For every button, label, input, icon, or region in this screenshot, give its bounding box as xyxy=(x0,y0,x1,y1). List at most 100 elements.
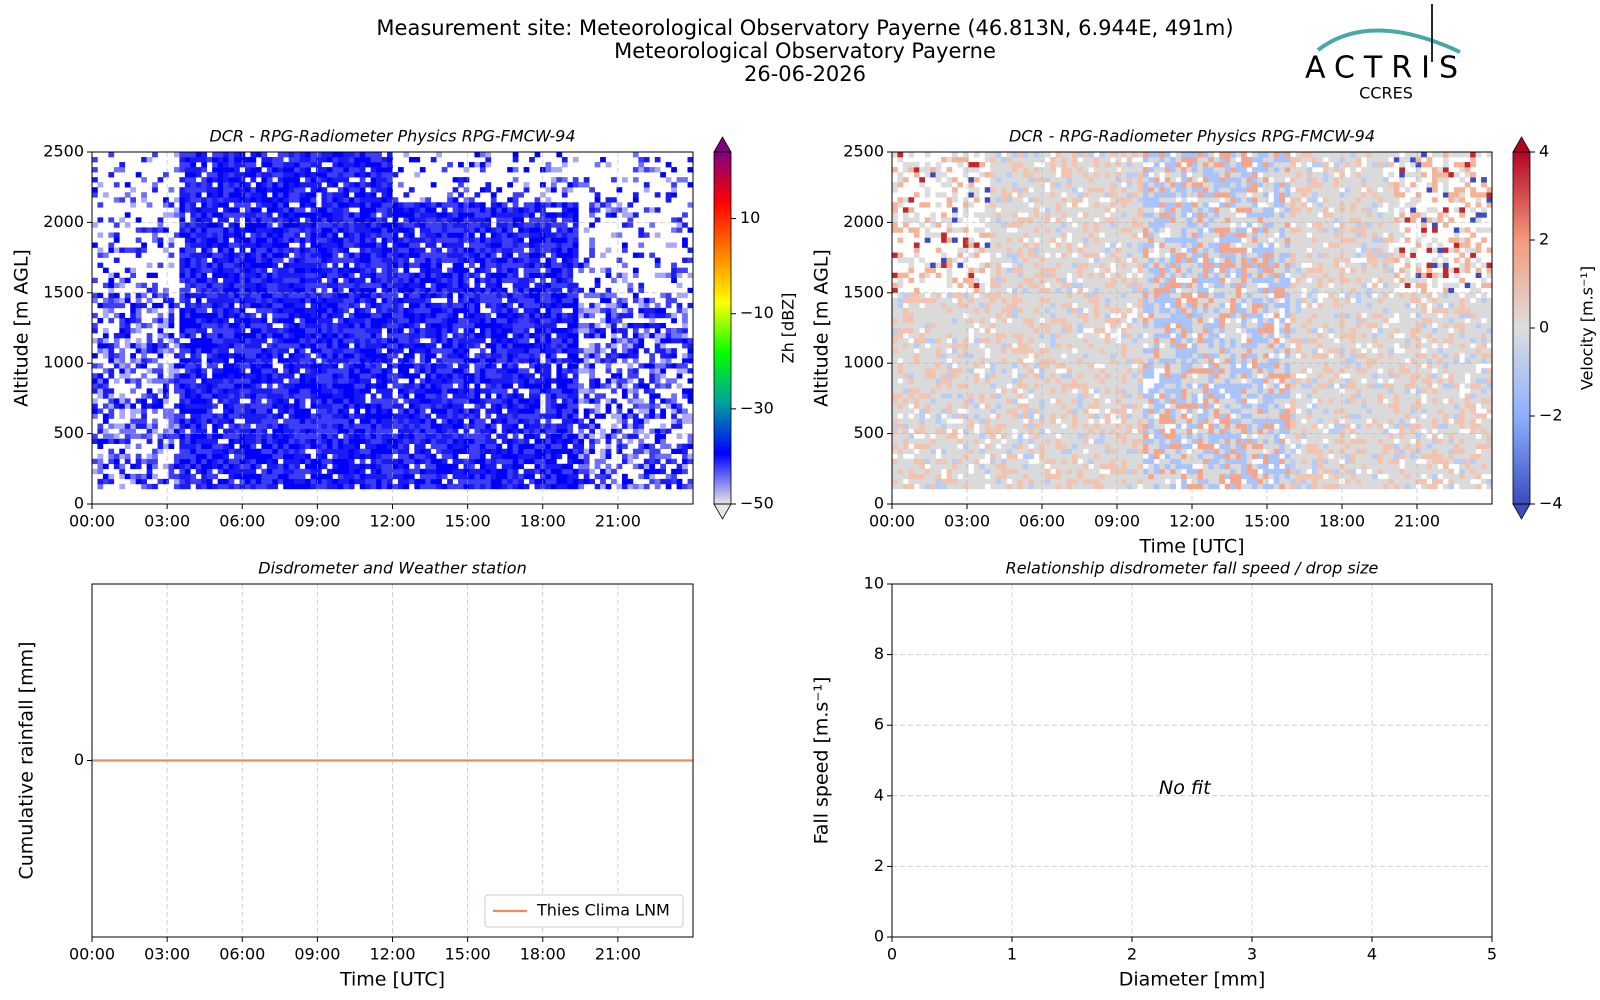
radar-texture xyxy=(643,418,650,424)
radar-texture xyxy=(529,307,535,314)
radar-texture xyxy=(343,187,350,193)
radar-texture xyxy=(244,418,251,424)
radar-texture xyxy=(463,353,470,359)
radar-texture xyxy=(447,448,453,455)
radar-texture xyxy=(463,312,470,319)
radar-texture xyxy=(212,292,218,299)
radar-texture xyxy=(501,333,508,339)
radar-texture xyxy=(392,282,399,289)
radar-texture xyxy=(124,343,131,349)
radar-texture xyxy=(146,463,153,470)
radar-texture xyxy=(179,287,186,294)
radar-texture xyxy=(479,398,486,404)
radar-texture xyxy=(518,368,524,374)
radar-texture xyxy=(447,403,453,409)
radar-texture xyxy=(518,227,524,233)
radar-texture xyxy=(310,333,317,339)
radar-texture xyxy=(643,307,650,314)
radar-texture xyxy=(228,322,235,329)
radar-texture xyxy=(354,287,361,294)
radar-texture xyxy=(354,448,361,455)
radar-texture xyxy=(261,232,268,238)
radar-texture xyxy=(447,287,453,294)
radar-texture xyxy=(135,237,142,243)
radar-texture xyxy=(316,242,322,248)
radar-texture xyxy=(190,478,197,485)
radar-texture xyxy=(228,473,235,480)
radar-texture xyxy=(184,202,191,208)
radar-texture xyxy=(425,307,432,314)
radar-texture xyxy=(332,413,339,419)
radar-texture xyxy=(354,307,361,314)
radar-texture xyxy=(518,282,524,289)
radar-texture xyxy=(299,403,306,409)
radar-texture xyxy=(523,312,530,319)
radar-texture xyxy=(447,232,453,238)
radar-texture xyxy=(288,217,295,223)
radar-texture xyxy=(266,413,273,419)
radar-texture xyxy=(425,453,432,460)
radar-texture xyxy=(359,277,366,284)
radar-texture xyxy=(310,418,317,424)
radar-texture xyxy=(266,383,273,389)
radar-texture xyxy=(277,393,284,399)
radar-texture xyxy=(157,398,164,404)
radar-texture xyxy=(294,378,300,384)
radar-texture xyxy=(534,267,541,273)
radar-texture xyxy=(507,368,513,374)
radar-texture xyxy=(321,328,328,334)
radar-texture xyxy=(578,307,585,314)
radar-texture xyxy=(244,388,251,394)
radar-texture xyxy=(430,348,437,354)
radar-texture xyxy=(119,368,126,374)
radar-texture xyxy=(228,197,235,203)
radar-texture xyxy=(545,398,552,404)
radar-texture xyxy=(348,317,355,324)
radar-texture xyxy=(272,227,279,233)
radar-texture xyxy=(649,358,656,364)
radar-texture xyxy=(217,418,224,424)
radar-texture xyxy=(567,302,574,309)
radar-texture xyxy=(507,413,513,419)
radar-texture xyxy=(195,182,202,188)
radar-texture xyxy=(266,272,273,279)
radar-texture xyxy=(376,348,382,354)
radar-texture xyxy=(534,478,541,485)
radar-texture xyxy=(381,257,388,263)
radar-texture xyxy=(463,333,470,339)
radar-texture xyxy=(643,413,650,419)
radar-texture xyxy=(463,423,470,429)
radar-texture xyxy=(441,453,448,460)
radar-texture xyxy=(310,247,317,253)
radar-texture xyxy=(387,418,393,424)
radar-texture xyxy=(550,343,557,349)
radar-texture xyxy=(102,378,109,384)
radar-texture xyxy=(485,443,492,449)
radar-texture xyxy=(414,333,421,339)
radar-texture xyxy=(157,448,164,455)
radar-texture xyxy=(408,383,415,389)
radar-texture xyxy=(277,287,284,294)
radar-texture xyxy=(272,388,279,394)
radar-texture xyxy=(234,438,240,444)
radar-texture xyxy=(430,393,437,399)
radar-texture xyxy=(397,388,404,394)
radar-texture xyxy=(130,433,137,439)
radar-texture xyxy=(387,262,393,268)
radar-texture xyxy=(310,368,317,374)
radar-texture xyxy=(474,398,481,404)
radar-texture xyxy=(272,458,279,465)
radar-texture xyxy=(135,282,142,289)
radar-texture xyxy=(463,292,470,299)
radar-texture xyxy=(337,478,344,485)
radar-texture xyxy=(283,388,289,394)
radar-texture xyxy=(463,393,470,399)
radar-texture xyxy=(359,378,366,384)
radar-texture xyxy=(184,297,191,304)
radar-texture xyxy=(654,428,661,434)
radar-texture xyxy=(496,378,503,384)
radar-texture xyxy=(228,252,235,258)
radar-texture xyxy=(348,368,355,374)
radar-texture xyxy=(501,363,508,369)
radar-texture xyxy=(288,232,295,238)
